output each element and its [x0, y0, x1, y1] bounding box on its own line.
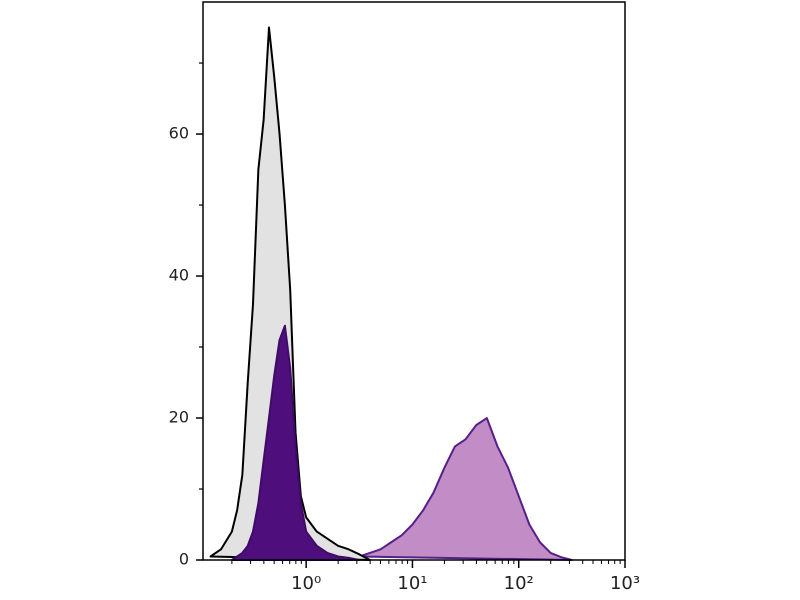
x-tick-label: 10²	[504, 573, 534, 594]
plot-frame	[202, 1, 626, 561]
y-tick-label: 40	[169, 266, 189, 285]
y-tick-label: 0	[179, 550, 189, 569]
x-tick-label: 10¹	[397, 573, 427, 594]
histogram-area	[358, 417, 573, 561]
x-tick-label: 10⁰	[291, 573, 321, 594]
histogram-area	[230, 324, 361, 561]
histogram-area	[209, 26, 371, 561]
y-tick-label: 60	[169, 124, 189, 143]
y-tick-label: 20	[169, 408, 189, 427]
x-tick-label: 10³	[610, 573, 640, 594]
